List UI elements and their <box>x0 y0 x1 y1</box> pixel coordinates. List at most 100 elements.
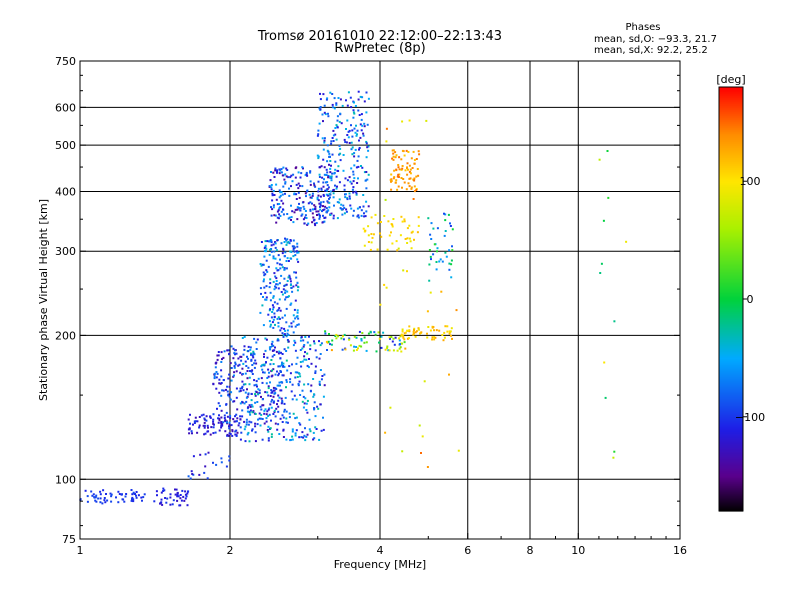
data-point <box>305 173 308 176</box>
data-point <box>325 207 328 210</box>
data-point <box>285 167 288 170</box>
colorbar-segment <box>719 169 743 172</box>
colorbar-tick-label: 0 <box>747 293 754 306</box>
data-point <box>365 91 368 94</box>
data-point <box>338 120 341 123</box>
data-point <box>232 357 235 360</box>
data-point <box>216 358 219 361</box>
data-point <box>330 349 333 352</box>
colorbar-segment <box>719 97 743 100</box>
data-point <box>321 176 324 179</box>
data-point <box>309 201 312 204</box>
data-point <box>399 346 402 349</box>
data-point <box>277 254 280 257</box>
data-point <box>370 233 373 235</box>
data-point <box>239 426 242 429</box>
data-point <box>291 290 294 293</box>
data-point <box>278 203 281 205</box>
data-point <box>317 133 320 136</box>
colorbar-segment <box>719 171 743 174</box>
data-point <box>336 115 339 118</box>
data-point <box>350 124 352 127</box>
data-point <box>292 173 295 176</box>
data-point <box>269 278 272 281</box>
data-point <box>187 490 190 493</box>
data-point <box>204 453 207 456</box>
data-point <box>374 333 377 336</box>
data-point <box>331 153 334 156</box>
colorbar-segment <box>719 203 743 206</box>
data-point <box>319 202 322 205</box>
data-point <box>356 129 359 132</box>
data-point <box>362 227 365 230</box>
data-point <box>284 182 287 185</box>
data-point <box>426 332 428 335</box>
data-point <box>288 412 291 415</box>
data-point <box>267 375 270 378</box>
colorbar-segment <box>719 137 743 140</box>
data-point <box>313 408 316 411</box>
colorbar-segment <box>719 233 743 236</box>
colorbar-segment <box>719 265 743 268</box>
data-point <box>417 174 420 177</box>
data-point <box>286 332 289 335</box>
data-point <box>395 168 398 171</box>
colorbar-segment <box>719 277 743 280</box>
data-point <box>255 383 258 386</box>
data-point <box>358 148 360 151</box>
data-point <box>410 231 413 234</box>
data-point <box>265 285 268 288</box>
data-point <box>284 291 287 294</box>
data-point <box>392 149 395 152</box>
data-point <box>449 222 451 225</box>
colorbar-segment <box>719 437 743 440</box>
data-point <box>319 166 322 169</box>
data-point <box>387 349 390 352</box>
data-point <box>267 415 270 417</box>
data-point <box>263 353 265 356</box>
data-point <box>222 389 225 392</box>
data-point <box>94 496 97 499</box>
data-point <box>271 304 274 307</box>
data-point <box>250 392 253 395</box>
data-point <box>228 455 231 458</box>
data-point <box>276 210 279 213</box>
data-point <box>344 141 347 143</box>
data-point <box>428 279 431 282</box>
data-point <box>184 497 187 500</box>
data-point <box>317 190 320 193</box>
data-point <box>336 119 339 122</box>
data-point <box>196 420 199 423</box>
data-point <box>225 465 228 468</box>
data-point <box>393 343 396 346</box>
data-point <box>295 183 298 186</box>
data-point <box>375 350 378 353</box>
colorbar-segment <box>719 425 743 428</box>
colorbar-segment <box>719 417 743 420</box>
data-point <box>272 368 275 371</box>
data-point <box>233 371 236 374</box>
data-point <box>257 393 260 396</box>
data-point <box>320 201 322 204</box>
data-point <box>92 493 95 496</box>
data-point <box>310 384 313 387</box>
data-point <box>305 402 308 405</box>
data-point <box>232 375 235 378</box>
data-point <box>332 214 335 217</box>
data-point <box>344 348 347 351</box>
data-point <box>296 371 299 374</box>
data-point <box>319 106 322 108</box>
data-point <box>264 244 267 247</box>
colorbar-segment <box>719 355 743 358</box>
data-point <box>218 404 221 407</box>
data-point <box>284 298 287 301</box>
data-point <box>282 335 285 338</box>
data-point <box>367 173 370 176</box>
colorbar-segment <box>719 93 743 96</box>
data-point <box>228 352 231 355</box>
data-point <box>384 431 387 434</box>
data-point <box>254 401 257 404</box>
data-point <box>320 378 323 381</box>
data-point <box>413 327 416 330</box>
